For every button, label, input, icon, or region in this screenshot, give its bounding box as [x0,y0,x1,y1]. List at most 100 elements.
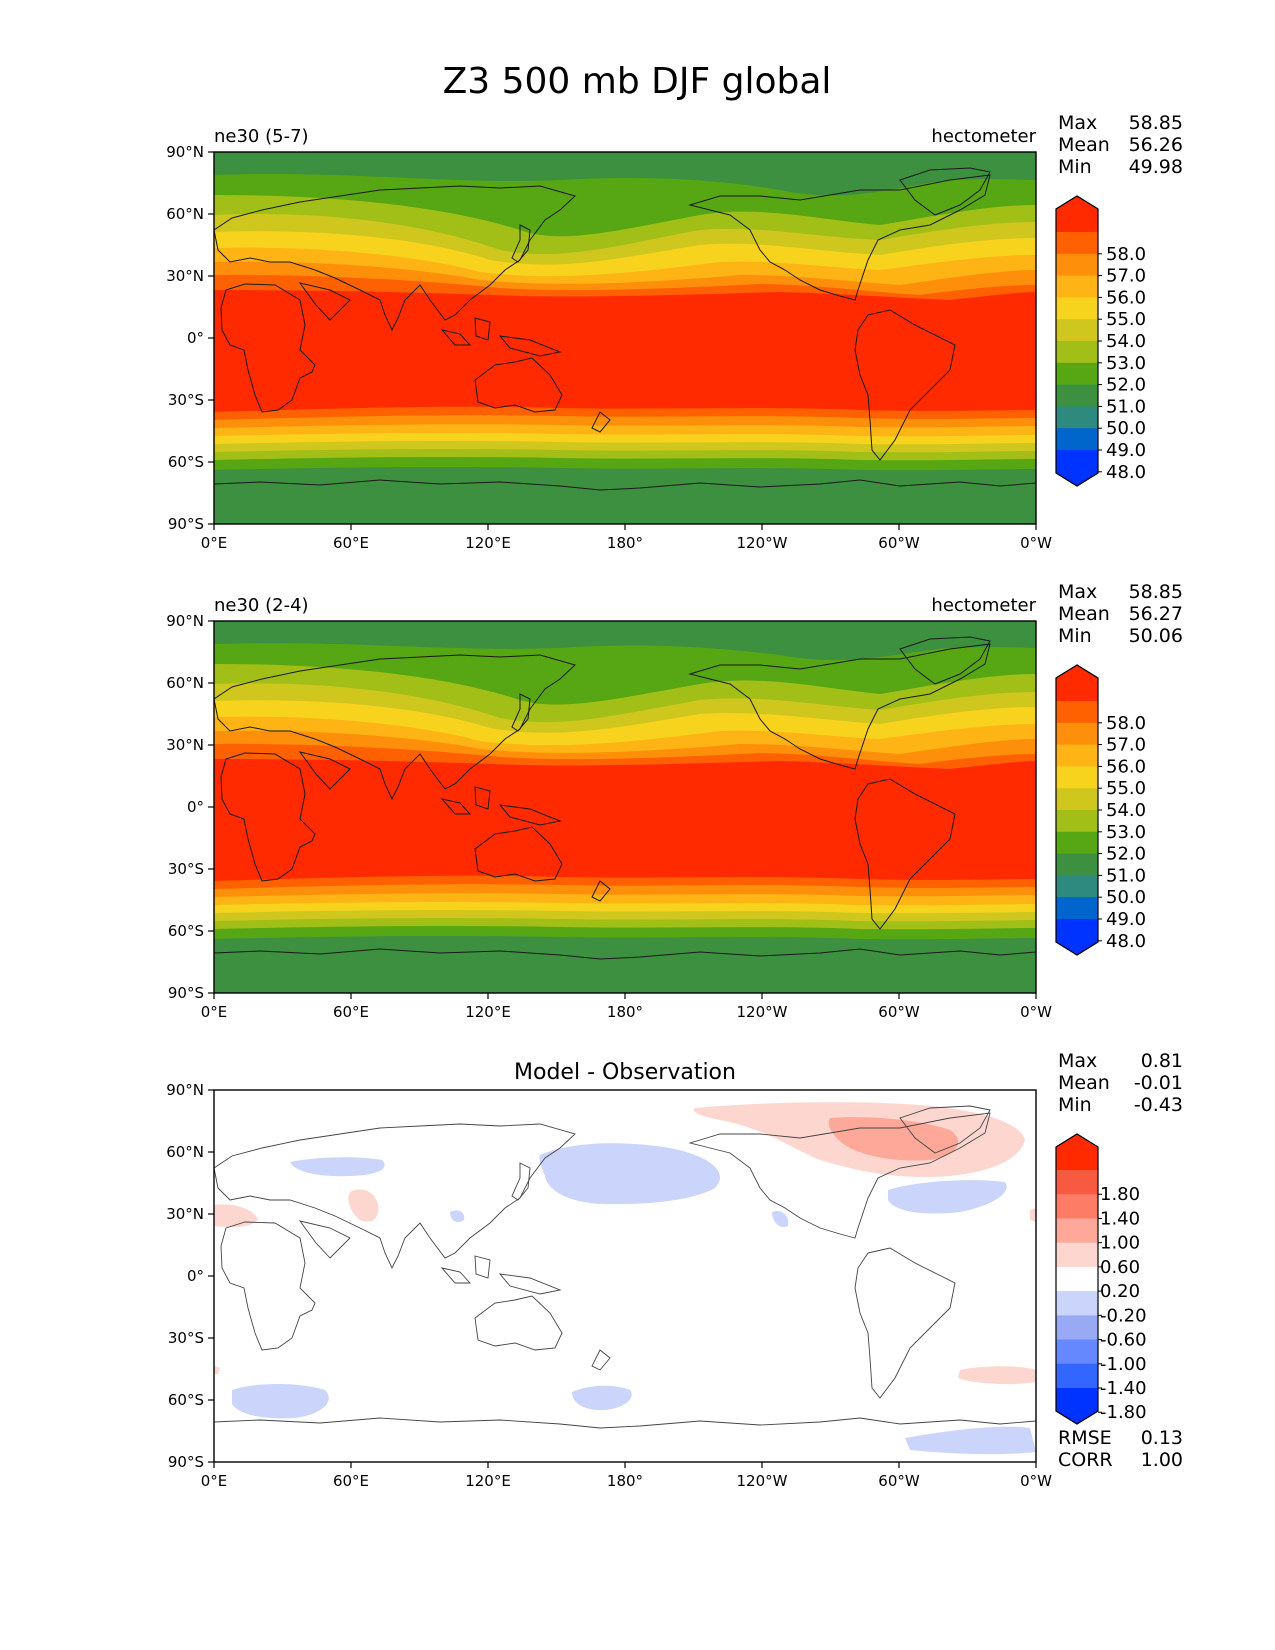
x-tick-label: 180° [607,1472,643,1490]
stat-label: Max [1058,581,1097,603]
y-tick-label: 60°N [166,205,204,223]
y-tick-label: 30°N [166,1205,204,1223]
x-tick-label: 60°W [878,1003,920,1021]
x-tick-label: 60°E [333,534,369,552]
colorbar-label: 58.0 [1106,244,1146,265]
panel-model-5-7: ne30 (5-7) hectometer 0°E 60°E 120°E 180° 12… [166,112,1183,552]
y-tick-label: 60°S [168,453,204,471]
colorbar-label: 56.0 [1106,756,1146,777]
y-tick-label: 90°S [168,1453,204,1471]
stat-value: 58.85 [1129,581,1183,603]
x-tick-label: 60°E [333,1003,369,1021]
colorbar-label: 57.0 [1106,735,1146,756]
x-tick-label: 0°W [1020,534,1052,552]
x-tick-label: 180° [607,1003,643,1021]
contour-field [214,152,1036,524]
stat-label: Mean [1058,1072,1110,1094]
colorbar-segment [1056,766,1098,789]
x-tick-label: 60°W [878,534,920,552]
colorbar-label: 52.0 [1106,844,1146,865]
stat-label: Min [1058,156,1092,178]
stat-value: 1.00 [1141,1449,1183,1471]
y-tick-label: 60°N [166,1143,204,1161]
colorbar-label: -0.60 [1100,1330,1147,1351]
stat-label: Mean [1058,134,1110,156]
colorbar-segment [1056,1315,1098,1341]
colorbar-label: 49.0 [1106,909,1146,930]
colorbar-label: 55.0 [1106,778,1146,799]
rmse-corr-block: RMSE 0.13 CORR 1.00 [1058,1427,1183,1471]
colorbar-extension-top [1056,196,1098,232]
stat-value: 58.85 [1129,112,1183,134]
colorbar-segment [1056,853,1098,876]
colorbar-label: 1.80 [1100,1184,1140,1205]
colorbar: 58.057.056.055.054.053.052.051.050.049.0… [1055,664,1146,956]
colorbar-segment [1056,897,1098,920]
colorbar-segment [1056,744,1098,767]
colorbar-segment [1056,1339,1098,1365]
panel-center-title: Model - Observation [514,1060,736,1085]
colorbar-label: 0.60 [1100,1257,1140,1278]
colorbar-label: 51.0 [1106,865,1146,886]
y-tick-label: 30°N [166,736,204,754]
x-tick-label: 0°E [201,1003,228,1021]
y-tick-label: 60°N [166,674,204,692]
stats-block: Max 58.85 Mean 56.26 Min 49.98 [1058,112,1183,178]
y-tick-label: 30°S [168,1329,204,1347]
colorbar-extension-bottom [1056,450,1098,486]
colorbar-label: 53.0 [1106,353,1146,374]
panel-left-title: ne30 (5-7) [214,126,309,147]
x-tick-label: 0°W [1020,1003,1052,1021]
colorbar: 58.057.056.055.054.053.052.051.050.049.0… [1055,195,1146,487]
colorbar-segment [1056,1194,1098,1219]
panel-units: hectometer [931,595,1036,616]
y-tick-label: 0° [187,798,204,816]
colorbar-label: -1.40 [1100,1378,1147,1399]
y-tick-label: 60°S [168,922,204,940]
panel-units: hectometer [931,126,1036,147]
x-tick-label: 120°W [737,534,788,552]
colorbar-label: 54.0 [1106,800,1146,821]
stat-label: Max [1058,1050,1097,1072]
x-tick-label: 120°E [465,1003,511,1021]
y-tick-label: 30°S [168,860,204,878]
colorbar-label: 0.20 [1100,1281,1140,1302]
colorbar-outline [1055,1133,1099,1425]
colorbar-segment [1056,319,1098,342]
colorbar-label: 53.0 [1106,822,1146,843]
stat-value: 0.81 [1141,1050,1183,1072]
colorbar-segment [1056,253,1098,277]
x-tick-label: 120°W [737,1003,788,1021]
colorbar-label: 1.40 [1100,1208,1140,1229]
colorbar-segment [1056,275,1098,298]
colorbar-label: 48.0 [1106,931,1146,952]
colorbar-segment [1056,1242,1098,1268]
stat-value: 50.06 [1129,625,1183,647]
colorbar-segment [1056,788,1098,811]
y-tick-label: 30°S [168,391,204,409]
x-tick-label: 120°E [465,534,511,552]
stat-value: 0.13 [1141,1427,1183,1449]
contour-field [214,621,1036,993]
stat-label: Max [1058,112,1097,134]
colorbar-label: -1.00 [1100,1354,1147,1375]
y-tick-label: 30°N [166,267,204,285]
colorbar-segment [1056,362,1098,386]
colorbar-segment [1056,701,1098,724]
colorbar-label: 50.0 [1106,418,1146,439]
colorbar-segment [1056,384,1098,407]
stat-label: Min [1058,1094,1092,1116]
colorbar-label: 52.0 [1106,375,1146,396]
colorbar: 1.80 1.40 1.00 0.60 0.20 -0.20 -0.60 -1.00 -1.40… [1055,1133,1147,1425]
stats-block: Max 58.85 Mean 56.27 Min 50.06 [1058,581,1183,647]
stat-value: 56.27 [1129,603,1183,625]
stat-label: Mean [1058,603,1110,625]
x-tick-label: 0°E [201,534,228,552]
y-tick-label: 90°N [166,612,204,630]
colorbar-segment [1056,1291,1098,1316]
y-tick-label: 90°N [166,143,204,161]
x-tick-label: 120°W [737,1472,788,1490]
stat-value: -0.43 [1134,1094,1183,1116]
colorbar-segment [1056,406,1098,429]
